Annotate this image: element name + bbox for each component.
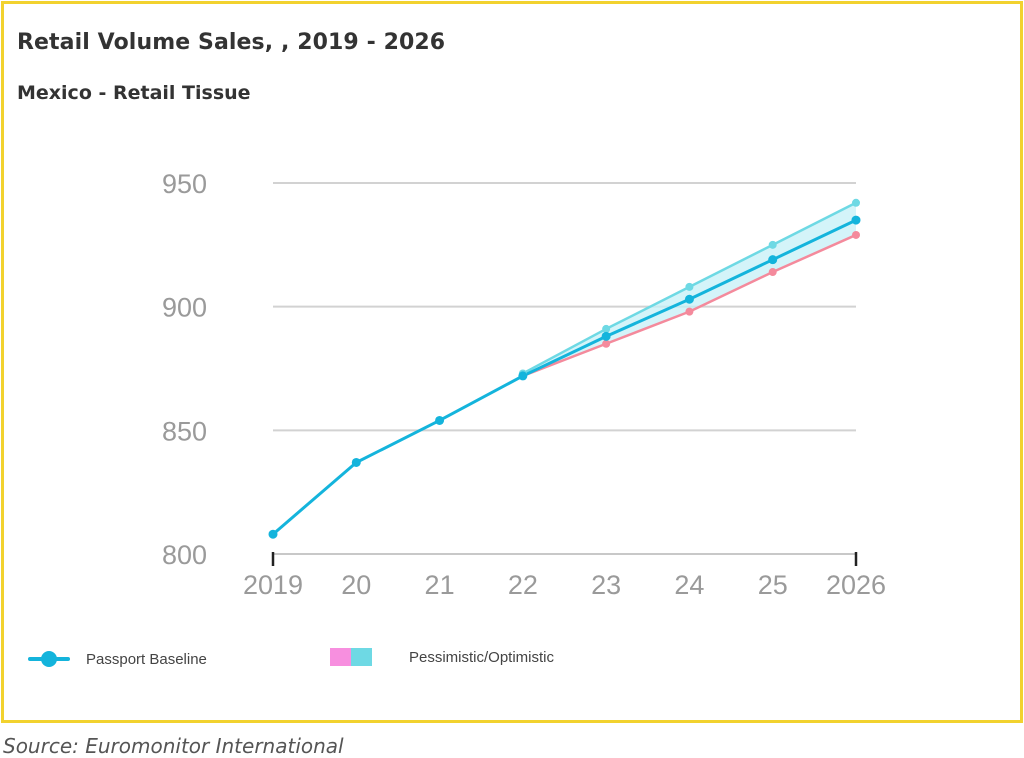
x-tick-label: 23 [591,570,621,600]
optimistic-point [768,240,777,249]
y-tick-label: 900 [162,293,207,323]
baseline-point [268,529,278,539]
source-note: Source: Euromonitor International [3,734,344,758]
axes: 800 850 900 950 2019 20 21 22 23 24 25 2026 [162,169,886,600]
x-tick-label: 25 [758,570,788,600]
x-tick-label: 24 [674,570,704,600]
optimistic-point [852,198,860,207]
baseline-point [768,255,778,265]
line-marker-icon [28,648,70,670]
legend-item-baseline[interactable]: Passport Baseline [28,648,207,670]
optimistic-point [602,324,611,333]
baseline-line [271,218,858,536]
baseline-point [601,331,611,341]
y-tick-label: 950 [162,169,207,199]
legend-item-range[interactable]: Pessimistic/Optimistic [330,648,554,666]
chart-frame [1,1,1023,723]
y-tick-label: 850 [162,416,207,446]
x-tick-label: 21 [425,570,455,600]
baseline-point [518,371,528,381]
series-points [268,198,861,539]
baseline-point [435,415,445,425]
pessimistic-point [602,339,611,348]
legend-label-range: Pessimistic/Optimistic [409,648,555,666]
baseline-point [851,215,861,225]
x-tick-label: 20 [341,570,371,600]
x-tick-label: 2019 [243,570,303,600]
baseline-point [684,294,694,304]
x-tick-label: 2026 [826,570,886,600]
pessimistic-point [685,307,694,316]
line-chart: 800 850 900 950 2019 20 21 22 23 24 25 2026 [162,169,886,600]
chart-title: Retail Volume Sales, , 2019 - 2026 [17,30,446,55]
legend-label-baseline: Passport Baseline [86,650,207,668]
y-tick-label: 800 [162,540,207,570]
pessimistic-point [852,230,860,239]
pessimistic-point [768,268,777,277]
chart-subtitle: Mexico - Retail Tissue [17,82,251,104]
x-tick-label: 22 [508,570,538,600]
gridlines [273,182,856,432]
range-swatch-icon [330,648,372,666]
baseline-point [351,457,361,467]
optimistic-point [685,282,694,291]
